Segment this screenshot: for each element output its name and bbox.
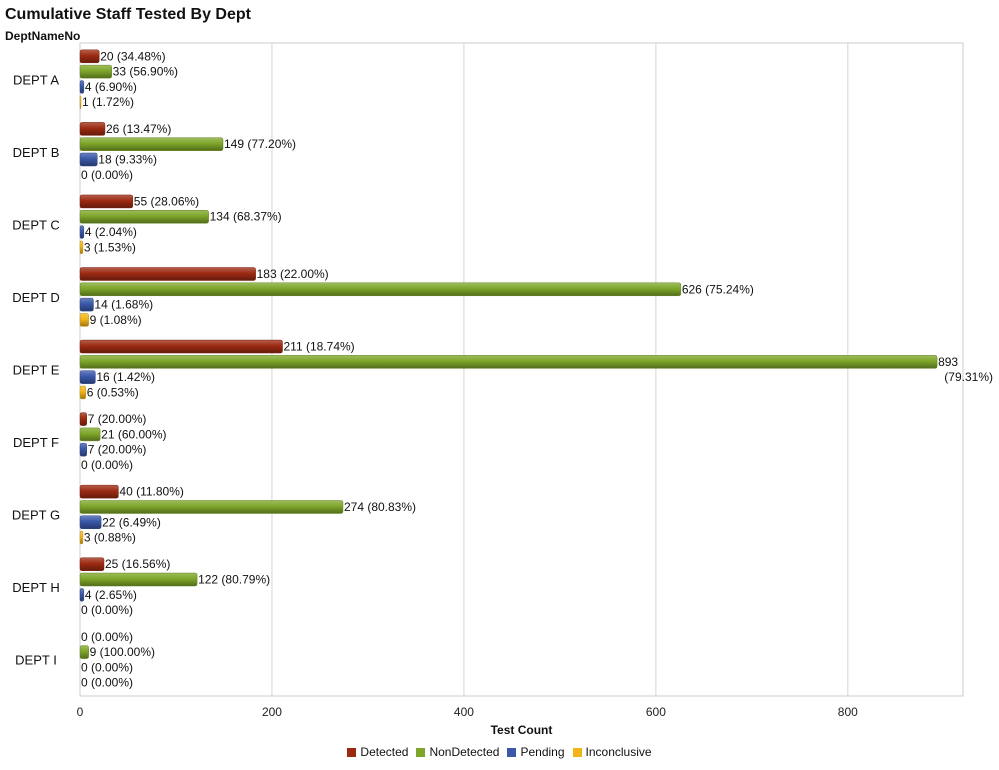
data-label: 26 (13.47%) — [106, 122, 171, 136]
x-tick-label: 200 — [262, 705, 282, 719]
legend-swatch — [507, 748, 517, 757]
data-label: 0 (0.00%) — [81, 603, 133, 617]
legend-item-inconclusive[interactable]: Inconclusive — [572, 745, 652, 759]
bar-pending — [79, 442, 87, 457]
data-label: 9 (100.00%) — [90, 645, 155, 659]
bar-nondetected — [79, 355, 938, 369]
bar-nondetected — [79, 427, 101, 442]
legend-label: Pending — [520, 745, 565, 759]
bar-detected — [79, 339, 283, 354]
bar-detected — [79, 122, 106, 136]
data-label: 7 (20.00%) — [88, 443, 147, 457]
data-label: 149 (77.20%) — [224, 137, 296, 151]
bar-nondetected — [79, 500, 344, 514]
bar-nondetected — [79, 645, 89, 659]
category-label: DEPT E — [13, 363, 60, 378]
x-tick-label: 800 — [838, 705, 858, 719]
legend-label: NonDetected — [429, 745, 500, 759]
bar-nondetected — [79, 282, 682, 297]
bar-inconclusive — [79, 385, 87, 400]
data-label: 3 (0.88%) — [84, 531, 136, 545]
data-label: 16 (1.42%) — [96, 370, 155, 384]
legend-swatch — [347, 748, 357, 757]
data-label: 7 (20.00%) — [88, 412, 147, 426]
bar-pending — [79, 588, 85, 602]
plot-area — [79, 42, 964, 697]
category-label: DEPT F — [13, 435, 59, 450]
x-tick-label: 600 — [646, 705, 666, 719]
legend-label: Detected — [360, 745, 409, 759]
data-label: 274 (80.83%) — [344, 500, 416, 514]
bar-pending — [79, 515, 102, 530]
data-label: 0 (0.00%) — [81, 676, 133, 690]
bar-detected — [79, 557, 105, 571]
category-label: DEPT A — [13, 72, 59, 87]
bar-chart: 0 200 400 600 800 Test Count DEPT A 20 (34.48%)… — [12, 42, 993, 737]
bar-pending — [79, 225, 85, 239]
bar-inconclusive — [79, 313, 89, 327]
x-axis-title: Test Count — [491, 723, 553, 737]
legend-item-detected[interactable]: Detected — [347, 745, 408, 759]
category-label: DEPT I — [15, 653, 57, 668]
data-label: 0 (0.00%) — [81, 660, 133, 674]
data-label: 626 (75.24%) — [682, 282, 754, 296]
chart-legend: Detected NonDetected Pending Inconclusive — [0, 745, 999, 759]
bar-detected — [79, 412, 87, 426]
x-tick-label: 0 — [77, 705, 84, 719]
data-label: 183 (22.00%) — [257, 267, 329, 281]
data-label: 40 (11.80%) — [119, 485, 183, 499]
data-label: 4 (6.90%) — [85, 80, 137, 94]
data-label: 6 (0.53%) — [87, 385, 139, 399]
legend-item-pending[interactable]: Pending — [507, 745, 565, 759]
bar-detected — [79, 267, 256, 281]
category-label: DEPT D — [12, 290, 59, 305]
category-label: DEPT G — [12, 508, 60, 523]
data-label: 211 (18.74%) — [284, 340, 355, 354]
chart-title: Cumulative Staff Tested By Dept — [5, 6, 251, 23]
category-label: DEPT B — [13, 145, 60, 160]
data-label: 33 (56.90%) — [113, 65, 178, 79]
bar-nondetected — [79, 64, 112, 79]
bar-detected — [79, 194, 134, 209]
legend-label: Inconclusive — [585, 745, 652, 759]
legend-item-nondetected[interactable]: NonDetected — [416, 745, 499, 759]
bar-nondetected — [79, 572, 198, 587]
data-label: 22 (6.49%) — [102, 515, 161, 529]
bar-nondetected — [79, 137, 224, 151]
data-label: 21 (60.00%) — [101, 427, 166, 441]
data-label: 0 (0.00%) — [81, 458, 133, 472]
data-label: 0 (0.00%) — [81, 168, 133, 182]
data-label: 893 — [938, 355, 958, 369]
y-axis-title: DeptNameNo — [5, 29, 81, 43]
category-label: DEPT C — [12, 217, 59, 232]
bar-inconclusive — [79, 240, 84, 255]
bar-inconclusive — [79, 95, 82, 109]
data-label: 1 (1.72%) — [82, 95, 134, 109]
data-label: (79.31%) — [944, 370, 993, 384]
bar-pending — [79, 80, 85, 94]
data-label: 55 (28.06%) — [134, 194, 199, 208]
data-label: 20 (34.48%) — [100, 49, 165, 63]
bar-detected — [79, 49, 100, 64]
data-label: 0 (0.00%) — [81, 630, 133, 644]
bar-pending — [79, 370, 96, 384]
bar-nondetected — [79, 209, 209, 224]
data-label: 9 (1.08%) — [90, 313, 142, 327]
legend-swatch — [416, 748, 426, 757]
data-label: 14 (1.68%) — [94, 298, 153, 312]
data-label: 25 (16.56%) — [105, 557, 170, 571]
bar-inconclusive — [79, 530, 84, 545]
bar-pending — [79, 297, 94, 312]
bar-pending — [79, 152, 98, 167]
bar-detected — [79, 484, 119, 499]
data-label: 122 (80.79%) — [198, 573, 270, 587]
data-label: 18 (9.33%) — [98, 152, 157, 166]
data-label: 4 (2.65%) — [85, 588, 137, 602]
category-label: DEPT H — [12, 580, 59, 595]
x-tick-label: 400 — [454, 705, 474, 719]
data-label: 134 (68.37%) — [210, 210, 282, 224]
data-label: 3 (1.53%) — [84, 240, 136, 254]
legend-swatch — [572, 748, 582, 757]
data-label: 4 (2.04%) — [85, 225, 137, 239]
